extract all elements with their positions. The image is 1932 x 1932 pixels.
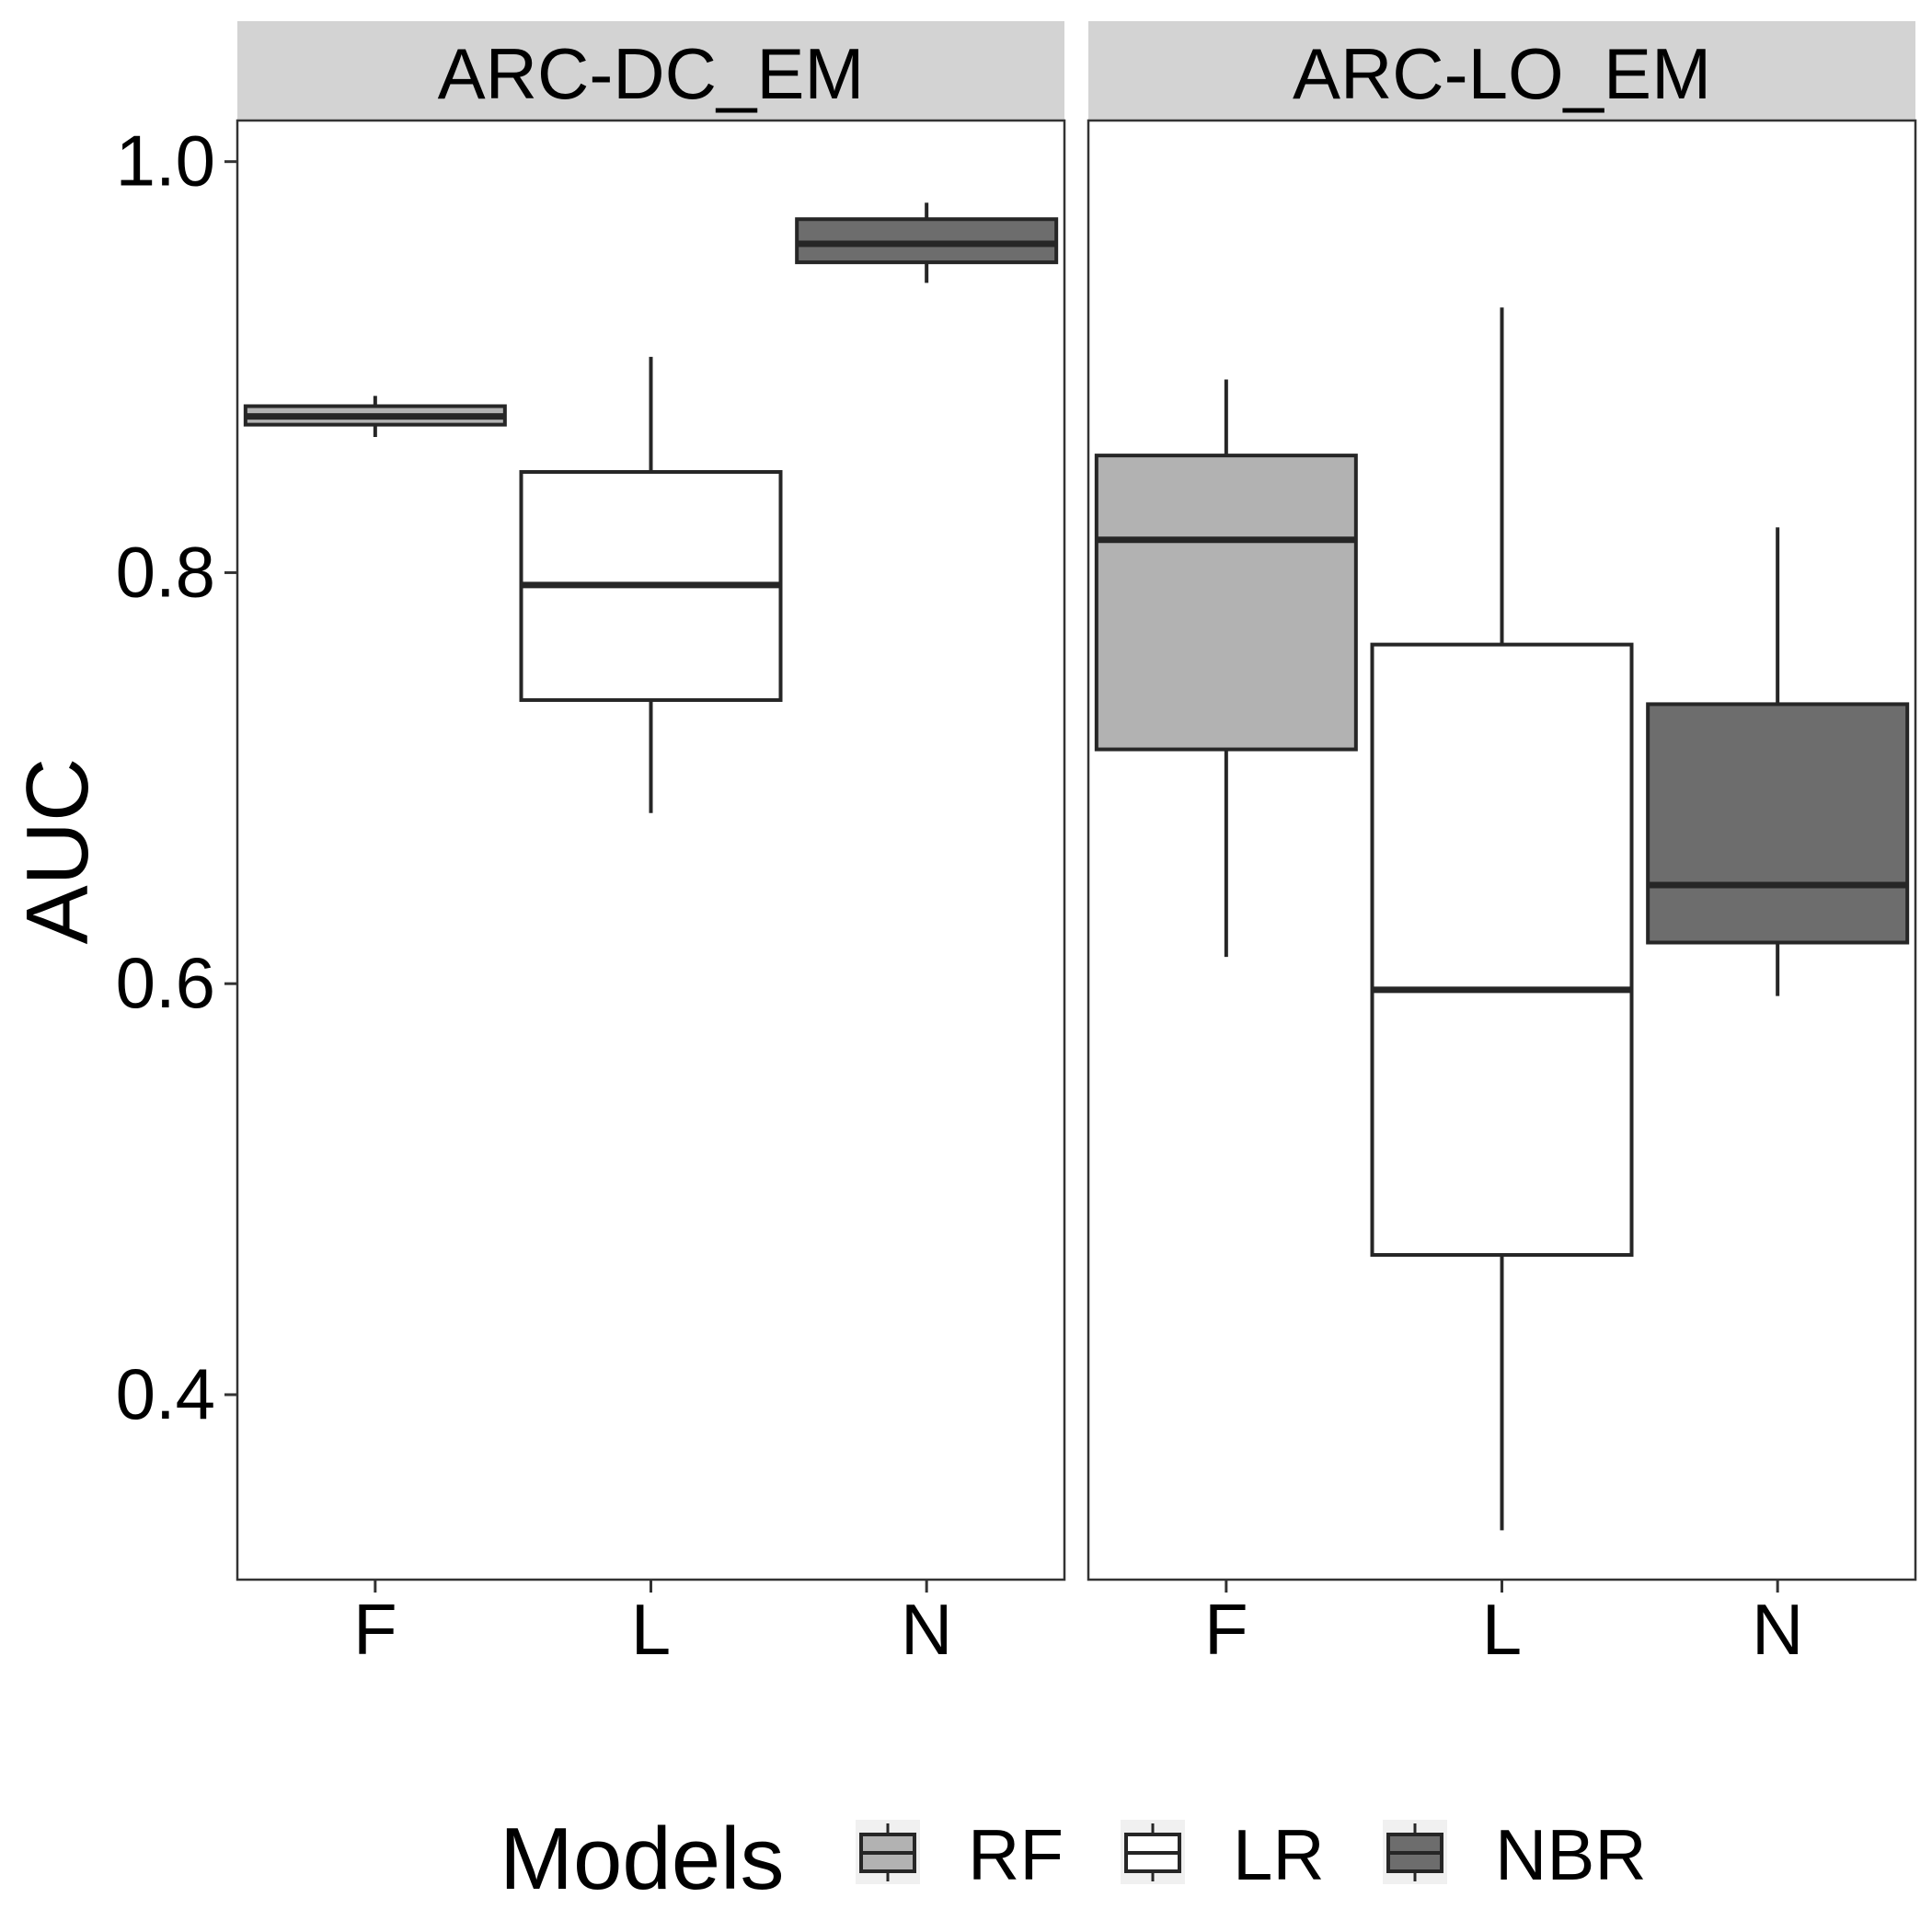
box-L	[519, 356, 783, 813]
panels-layer: ARC-DC_EM F L N ARC-LO_EM F L N	[236, 21, 1917, 1670]
x-tick-label: F	[353, 1589, 397, 1670]
x-tick-label: L	[631, 1589, 671, 1670]
panel-border	[236, 119, 1066, 1581]
legend-item-rf: RF	[856, 1814, 1064, 1895]
box-iqr	[1370, 642, 1634, 1258]
y-axis-title: AUC	[8, 758, 107, 945]
legend-title: Models	[500, 1810, 784, 1908]
box-L	[1370, 307, 1634, 1531]
legend: Models RF LR NBR	[500, 1810, 1647, 1908]
panel-title: ARC-LO_EM	[1293, 33, 1711, 114]
box-N	[1646, 527, 1910, 996]
legend-label: NBR	[1495, 1814, 1647, 1895]
panel-strip	[1088, 21, 1915, 121]
box-iqr	[1646, 702, 1910, 945]
y-tick-label: 0.6	[116, 942, 215, 1023]
panel-border	[1087, 119, 1917, 1581]
box-F	[243, 396, 507, 438]
legend-label: LR	[1233, 1814, 1325, 1895]
x-tick-label: F	[1204, 1589, 1248, 1670]
x-tick-label: N	[901, 1589, 952, 1670]
y-tick-label: 0.4	[116, 1353, 215, 1434]
legend-item-lr: LR	[1121, 1814, 1325, 1895]
panel-2: ARC-LO_EM F L N	[1087, 21, 1917, 1670]
box-N	[795, 202, 1059, 283]
y-tick-label: 1.0	[116, 121, 215, 201]
legend-item-nbr: NBR	[1383, 1814, 1647, 1895]
box-iqr	[1094, 454, 1358, 752]
y-axis: 0.4 0.6 0.8 1.0	[116, 121, 237, 1434]
panel-strip	[237, 21, 1064, 121]
x-tick-label: N	[1752, 1589, 1803, 1670]
panel-title: ARC-DC_EM	[438, 33, 865, 114]
x-tick-label: L	[1482, 1589, 1522, 1670]
y-tick-label: 0.8	[116, 531, 215, 612]
legend-label: RF	[968, 1814, 1064, 1895]
box-F	[1094, 379, 1358, 958]
panel-1: ARC-DC_EM F L N	[236, 21, 1066, 1670]
